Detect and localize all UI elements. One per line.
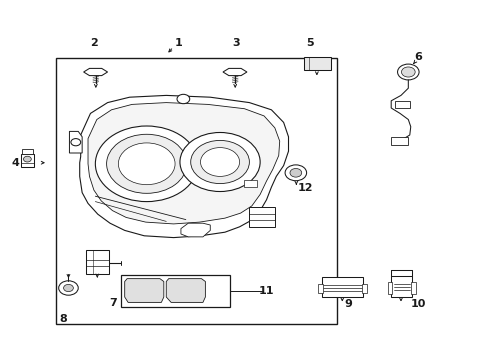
- Bar: [85, 250, 109, 274]
- Circle shape: [180, 132, 260, 192]
- Polygon shape: [181, 223, 210, 237]
- Bar: [387, 282, 391, 294]
- Text: 3: 3: [232, 38, 240, 48]
- Circle shape: [23, 156, 31, 162]
- Circle shape: [106, 134, 186, 193]
- Circle shape: [190, 140, 249, 184]
- Bar: [304, 57, 330, 70]
- Bar: [390, 276, 411, 297]
- Text: 7: 7: [109, 298, 117, 308]
- Text: 6: 6: [414, 52, 422, 62]
- Polygon shape: [80, 95, 288, 238]
- Polygon shape: [69, 131, 82, 153]
- Bar: [20, 154, 34, 167]
- Bar: [321, 277, 363, 297]
- Text: 5: 5: [305, 38, 313, 48]
- Circle shape: [118, 143, 175, 185]
- Text: 12: 12: [297, 183, 313, 193]
- Bar: [390, 137, 407, 145]
- Circle shape: [289, 168, 301, 177]
- Circle shape: [200, 148, 239, 176]
- Circle shape: [71, 139, 81, 146]
- Polygon shape: [223, 68, 246, 76]
- Circle shape: [177, 94, 189, 104]
- Bar: [121, 275, 229, 307]
- Circle shape: [63, 284, 73, 292]
- Bar: [244, 180, 256, 187]
- Bar: [249, 207, 274, 227]
- Circle shape: [95, 126, 198, 202]
- Circle shape: [401, 67, 414, 77]
- Text: 11: 11: [258, 286, 274, 296]
- Circle shape: [397, 64, 418, 80]
- Circle shape: [285, 165, 306, 181]
- Text: 1: 1: [174, 38, 182, 48]
- Text: 10: 10: [409, 299, 425, 309]
- Polygon shape: [124, 279, 163, 302]
- Polygon shape: [166, 279, 205, 302]
- Bar: [22, 149, 33, 154]
- Bar: [56, 58, 337, 324]
- Text: 9: 9: [344, 299, 351, 309]
- Text: 2: 2: [90, 38, 98, 48]
- Bar: [394, 101, 409, 108]
- Circle shape: [59, 281, 78, 295]
- Text: 8: 8: [60, 314, 67, 324]
- Polygon shape: [88, 103, 279, 224]
- Bar: [410, 282, 415, 294]
- Polygon shape: [83, 68, 107, 76]
- Text: 4: 4: [12, 158, 20, 168]
- Bar: [318, 284, 323, 293]
- Bar: [362, 284, 366, 293]
